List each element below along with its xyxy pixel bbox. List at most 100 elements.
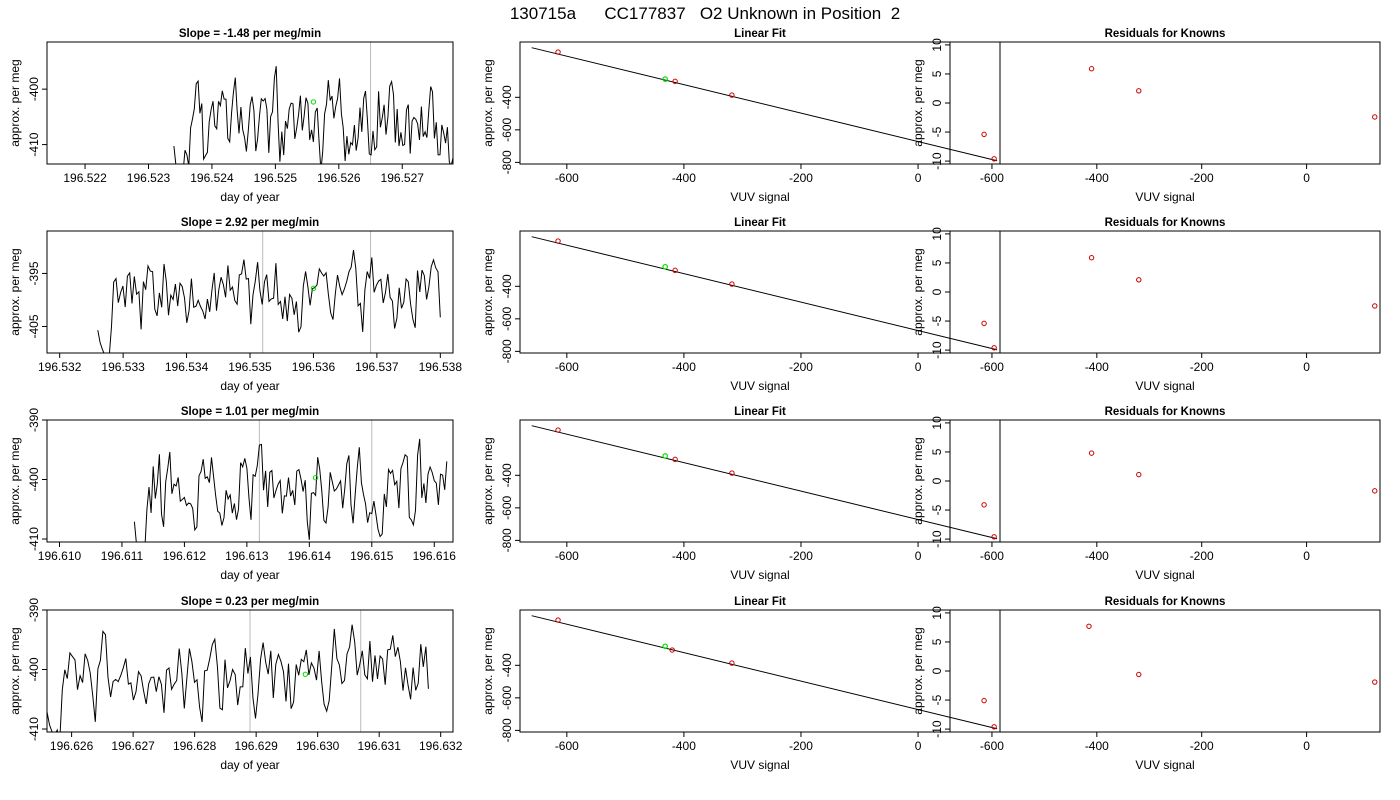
y-axis-label: approx. per meg <box>911 59 925 146</box>
x-tick-label: -400 <box>1085 360 1109 374</box>
plot-area <box>981 66 1378 138</box>
unknown-point <box>302 671 309 677</box>
x-tick-label: -600 <box>555 549 579 563</box>
series-line <box>173 66 453 164</box>
plot-frame <box>519 41 1001 165</box>
y-axis-label: approx. per meg <box>8 248 22 335</box>
unknown-point <box>662 453 668 459</box>
y-tick-label: -600 <box>500 686 514 710</box>
x-tick-label: 196.522 <box>63 171 107 185</box>
panel-9: Residuals for Knowns -600 -400 -200 0 -10 -5 0 5… <box>911 28 1381 204</box>
fit-line <box>531 425 998 540</box>
residual-point <box>1372 488 1378 494</box>
residual-point <box>1372 679 1378 685</box>
x-tick-label: -200 <box>1190 739 1214 753</box>
x-tick-label: -200 <box>789 739 813 753</box>
known-point <box>672 267 678 274</box>
y-axis-label: approx. per meg <box>481 59 495 146</box>
y-axis-label: approx. per meg <box>8 59 22 146</box>
panel-title: Residuals for Knowns <box>1105 28 1226 40</box>
panel-title: Linear Fit <box>734 406 786 418</box>
residual-point <box>1088 66 1095 72</box>
known-point <box>555 427 561 433</box>
x-tick-label: -600 <box>980 549 1004 563</box>
x-tick-label: 0 <box>915 171 922 185</box>
x-axis-label: day of year <box>220 379 279 393</box>
y-tick-label: -600 <box>500 496 514 520</box>
x-tick-label: 196.626 <box>50 739 94 753</box>
plot-area <box>981 623 1378 704</box>
panel-11: Residuals for Knowns -600 -400 -200 0 -10 -5 0 5… <box>911 406 1381 582</box>
y-tick-label: -10 <box>930 720 944 738</box>
plot-frame <box>949 609 1381 733</box>
residual-point <box>1372 303 1378 309</box>
x-axis-label: VUV signal <box>730 758 789 772</box>
x-tick-label: 196.615 <box>350 549 394 563</box>
unknown-point <box>310 285 317 291</box>
y-axis-label: approx. per meg <box>8 627 22 714</box>
y-tick-label: 10 <box>930 416 944 430</box>
x-tick-label: -600 <box>555 360 579 374</box>
panel-7: Linear Fit -600 -400 -200 0 -800 -600 -400 VUV s… <box>481 406 1001 582</box>
panel-title: Slope = 0.23 per meg/min <box>181 596 319 608</box>
series-line <box>47 624 429 732</box>
plot-area <box>47 610 429 732</box>
x-tick-label: 0 <box>1303 549 1310 563</box>
y-tick-label: -400 <box>27 77 41 101</box>
x-tick-label: 0 <box>915 549 922 563</box>
x-axis-label: day of year <box>220 568 279 582</box>
x-tick-label: -200 <box>789 549 813 563</box>
known-point <box>672 456 678 463</box>
y-tick-label: 0 <box>930 477 944 484</box>
y-tick-label: -5 <box>930 126 944 137</box>
y-axis-label: approx. per meg <box>911 437 925 524</box>
series-line <box>133 438 448 542</box>
y-tick-label: -400 <box>500 653 514 677</box>
x-tick-label: -200 <box>1190 549 1214 563</box>
y-tick-label: -10 <box>930 530 944 548</box>
unknown-point <box>662 76 668 82</box>
residual-point <box>1088 255 1095 261</box>
x-tick-label: 196.613 <box>225 549 269 563</box>
x-tick-label: -600 <box>980 360 1004 374</box>
y-tick-label: -405 <box>27 314 41 338</box>
x-tick-label: 0 <box>915 739 922 753</box>
y-tick-label: 10 <box>930 606 944 620</box>
y-tick-label: -395 <box>27 261 41 285</box>
plot-frame <box>519 419 1001 543</box>
residual-point <box>981 131 987 138</box>
panel-title: Residuals for Knowns <box>1105 596 1226 608</box>
y-tick-label: -600 <box>500 307 514 331</box>
y-axis-label: approx. per meg <box>8 437 22 524</box>
panel-12: Residuals for Knowns -600 -400 -200 0 -10 -5 0 5… <box>911 596 1381 772</box>
plot-area <box>531 615 998 730</box>
x-axis-label: VUV signal <box>1135 758 1194 772</box>
y-axis-label: approx. per meg <box>481 627 495 714</box>
x-tick-label: -200 <box>1190 360 1214 374</box>
y-tick-label: -400 <box>500 463 514 487</box>
panel-6: Linear Fit -600 -400 -200 0 -800 -600 -400 VUV s… <box>481 217 1001 393</box>
plot-area <box>133 420 448 542</box>
y-tick-label: -800 <box>500 528 514 552</box>
plot-frame <box>46 419 454 543</box>
panel-8: Linear Fit -600 -400 -200 0 -800 -600 -400 VUV s… <box>481 596 1001 772</box>
x-tick-label: 196.611 <box>101 549 144 563</box>
panel-title: Slope = 1.01 per meg/min <box>181 406 319 418</box>
x-axis-label: VUV signal <box>1135 190 1194 204</box>
x-tick-label: -400 <box>672 360 696 374</box>
x-tick-label: 196.616 <box>413 549 457 563</box>
x-tick-label: 196.610 <box>38 549 82 563</box>
x-axis-label: VUV signal <box>730 190 789 204</box>
plot-frame <box>519 609 1001 733</box>
panel-title: Residuals for Knowns <box>1105 406 1226 418</box>
plot-frame <box>949 41 1381 165</box>
figure-title: 130715a CC177837 O2 Unknown in Position … <box>510 4 900 23</box>
y-tick-label: 10 <box>930 227 944 241</box>
panel-title: Linear Fit <box>734 217 786 229</box>
known-point <box>555 238 561 244</box>
fit-line <box>531 47 998 162</box>
x-axis-label: VUV signal <box>1135 379 1194 393</box>
y-tick-label: -390 <box>27 598 41 622</box>
x-tick-label: 196.525 <box>254 171 298 185</box>
